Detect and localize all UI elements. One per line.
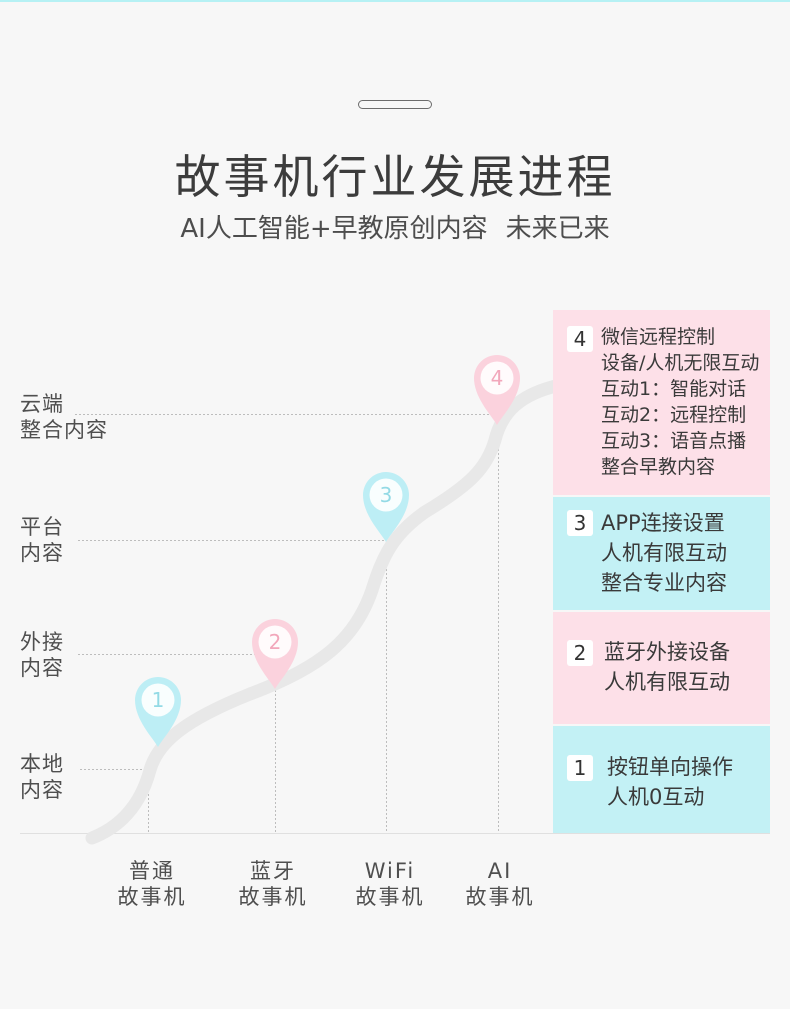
y-level-label-line: 内容 [20, 778, 64, 802]
stage-feature-item: 人机有限互动 [601, 541, 727, 565]
stage-box-2: 2 蓝牙外接设备 人机有限互动 [553, 612, 770, 724]
stage-feature-item: 互动1：智能对话 [601, 378, 747, 400]
stage-feature-item: 整合专业内容 [601, 571, 727, 595]
x-category-label-ai: AI 故事机 [445, 858, 555, 910]
y-level-label-line: 外接 [20, 630, 64, 654]
stage-feature-list: 蓝牙外接设备 人机有限互动 [604, 637, 730, 697]
stage-feature-list: 按钮单向操作 人机0互动 [607, 752, 733, 812]
pin-stage-2: 2 [252, 619, 298, 689]
page-title: 故事机行业发展进程 [174, 150, 616, 204]
stage-feature-item: 微信远程控制 [601, 326, 716, 348]
pin-inner-circle [369, 478, 403, 512]
y-level-label-line: 平台 [20, 515, 64, 539]
y-level-label-platform: 平台 内容 [20, 514, 64, 566]
subtitle-tagline: 未来已来 [505, 214, 610, 244]
y-level-label-line: 整合内容 [20, 418, 108, 442]
page-subtitle: AI人工智能+早教原创内容 未来已来 [0, 213, 790, 245]
x-category-label-line: WiFi [364, 859, 416, 883]
x-category-label-wifi: WiFi 故事机 [335, 858, 445, 910]
pin-stage-4: 4 [474, 355, 520, 425]
stage-feature-item: 人机有限互动 [604, 670, 730, 694]
stage-box-1: 1 按钮单向操作 人机0互动 [553, 726, 770, 833]
y-level-label-line: 内容 [20, 656, 64, 680]
stage-number-badge: 3 [567, 510, 593, 536]
stage-number-badge: 1 [567, 755, 593, 781]
stage-number-badge: 2 [567, 640, 593, 666]
stage-number-badge: 4 [567, 326, 593, 352]
stage-box-4: 4 微信远程控制 设备/人机无限互动 互动1：智能对话 互动2：远程控制 互动3… [553, 310, 770, 495]
x-category-label-line: 故事机 [355, 885, 425, 909]
stage-feature-item: 互动2：远程控制 [601, 404, 747, 426]
x-category-label-line: AI [487, 859, 513, 883]
pin-number: 1 [152, 688, 165, 712]
y-level-label-external: 外接 内容 [20, 629, 64, 681]
stage-feature-item: 人机0互动 [607, 785, 705, 809]
pin-inner-circle [480, 361, 514, 395]
pin-stage-3: 3 [363, 472, 409, 542]
x-category-label-bluetooth: 蓝牙 故事机 [218, 858, 328, 910]
stage-feature-item: 整合早教内容 [601, 456, 716, 478]
top-accent-bar [0, 0, 790, 2]
pin-number: 2 [269, 630, 282, 654]
stage-feature-item: APP连接设置 [601, 511, 725, 535]
stage-box-3: 3 APP连接设置 人机有限互动 整合专业内容 [553, 497, 770, 610]
stage-feature-item: 蓝牙外接设备 [604, 640, 730, 664]
stage-feature-item: 互动3：语音点播 [601, 430, 747, 452]
stage-feature-item: 设备/人机无限互动 [601, 352, 760, 374]
x-category-label-line: 普通 [129, 859, 175, 883]
y-level-label-line: 内容 [20, 541, 64, 565]
pin-number: 3 [380, 483, 393, 507]
pin-stage-1: 1 [135, 677, 181, 747]
stage-feature-list: 微信远程控制 设备/人机无限互动 互动1：智能对话 互动2：远程控制 互动3：语… [601, 324, 759, 480]
growth-curve [85, 378, 567, 845]
x-category-label-line: 故事机 [117, 885, 187, 909]
y-level-label-local: 本地 内容 [20, 751, 64, 803]
x-category-label-line: 故事机 [238, 885, 308, 909]
stage-feature-list: APP连接设置 人机有限互动 整合专业内容 [601, 508, 727, 598]
subtitle-main: AI人工智能+早教原创内容 [180, 214, 488, 244]
y-level-label-line: 云端 [20, 392, 64, 416]
x-category-label-line: 蓝牙 [250, 859, 296, 883]
x-category-label-basic: 普通 故事机 [97, 858, 207, 910]
x-category-label-line: 故事机 [465, 885, 535, 909]
title-divider-pill [358, 100, 432, 109]
stage-feature-item: 按钮单向操作 [607, 755, 733, 779]
y-level-label-cloud: 云端 整合内容 [20, 391, 108, 443]
y-level-label-line: 本地 [20, 752, 64, 776]
pin-inner-circle [258, 625, 292, 659]
pin-inner-circle [141, 683, 175, 717]
dotted-guide-lines [75, 414, 499, 833]
pin-number: 4 [491, 366, 504, 390]
